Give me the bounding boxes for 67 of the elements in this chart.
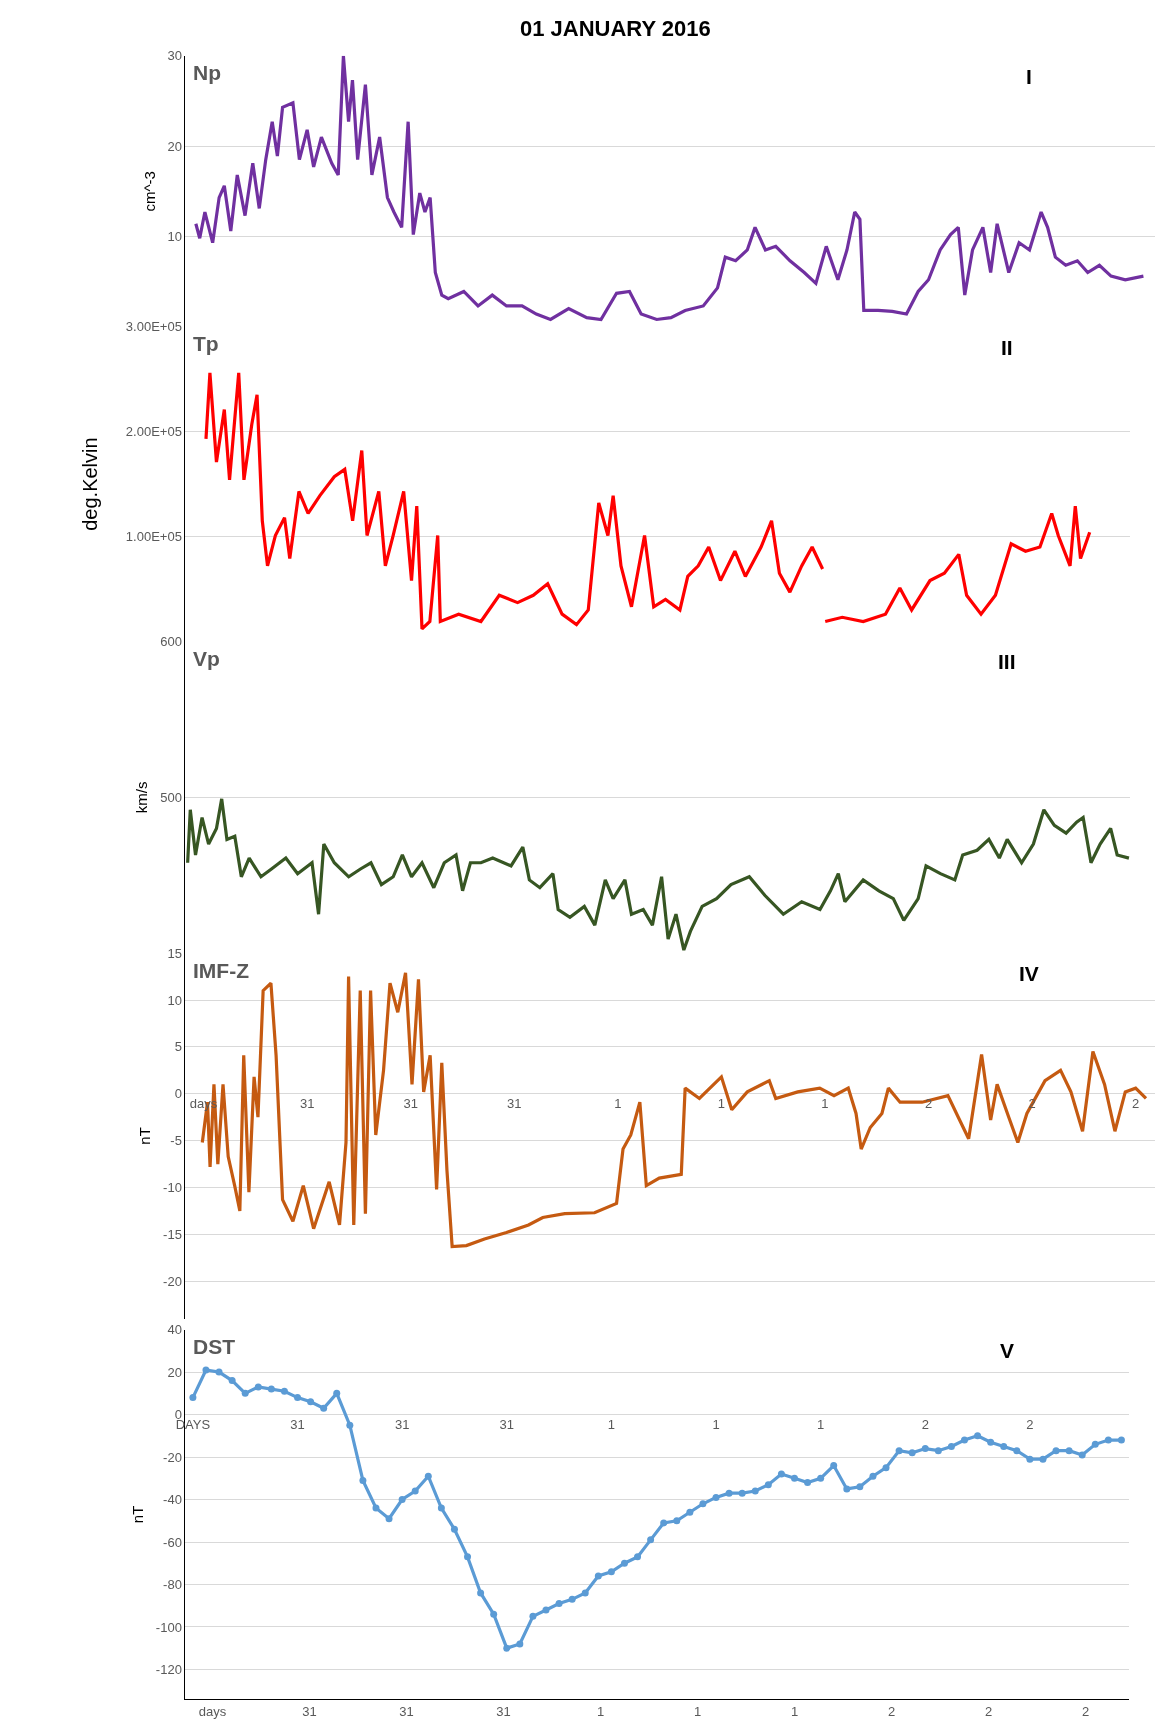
y-tick-label: 1.00E+05 <box>125 529 182 545</box>
y-axis-title: cm^-3 <box>140 171 158 212</box>
x2-tick-label: 1 <box>596 1703 605 1719</box>
annotation: III <box>998 650 1016 673</box>
chart-title: 01 JANUARY 2016 <box>519 16 711 42</box>
y-tick-label: 5 <box>174 1039 182 1055</box>
y-tick-label: 40 <box>167 1322 182 1338</box>
y-tick-label: -60 <box>163 1534 182 1550</box>
y-tick-label: 500 <box>160 789 182 805</box>
y-tick-label: -15 <box>163 1226 182 1242</box>
x2-tick-label: 31 <box>496 1703 511 1719</box>
x-tick-label: 1 <box>614 1095 622 1111</box>
y-tick-label: 3.00E+05 <box>125 319 182 335</box>
x-tick-label: 31 <box>299 1095 315 1111</box>
annotation: IMF-Z <box>193 959 250 982</box>
y-tick-label: 600 <box>160 633 182 649</box>
x-tick-label: 1 <box>817 1416 825 1432</box>
annotation: DST <box>193 1335 236 1358</box>
y-tick-label: 10 <box>167 228 182 244</box>
y-tick-label: 20 <box>167 1364 182 1380</box>
x2-tick-label: days <box>198 1703 227 1719</box>
x2-tick-label: 31 <box>399 1703 414 1719</box>
annotation: V <box>1000 1339 1015 1362</box>
y-tick-label: -40 <box>163 1492 182 1508</box>
x-tick-label: 2 <box>1026 1416 1034 1432</box>
x2-tick-label: 2 <box>1082 1703 1090 1719</box>
x2-tick-label: 1 <box>693 1703 702 1719</box>
x-tick-label: 31 <box>499 1416 514 1432</box>
x-tick-label: 1 <box>821 1095 829 1111</box>
y-axis-title: km/s <box>133 781 151 814</box>
line-series <box>194 55 1146 322</box>
x2-tick-label: 2 <box>887 1703 896 1719</box>
y-tick-label: 2.00E+05 <box>125 424 182 440</box>
y-tick-label: 30 <box>167 48 182 64</box>
y-tick-label: -80 <box>163 1577 182 1593</box>
x-tick-label: 2 <box>921 1416 929 1432</box>
y-tick-label: 10 <box>167 992 182 1008</box>
x-tick-label: 31 <box>394 1416 410 1432</box>
y-tick-label: -100 <box>155 1619 182 1635</box>
x-tick-label: 1 <box>607 1416 615 1432</box>
y-tick-label: -20 <box>163 1273 182 1289</box>
y-tick-label: -10 <box>163 1180 182 1196</box>
y-tick-label: 15 <box>167 945 182 961</box>
x-tick-label: 31 <box>507 1095 522 1111</box>
annotation: I <box>1026 65 1032 88</box>
y-axis-title: nT <box>129 1505 147 1524</box>
annotation: Tp <box>193 332 219 355</box>
x2-tick-label: 2 <box>985 1703 993 1719</box>
y-tick-label: 20 <box>167 138 182 154</box>
x-tick-label: 31 <box>290 1416 305 1432</box>
annotation: IV <box>1019 962 1039 985</box>
x-tick-label: 2 <box>1132 1095 1140 1111</box>
x-tick-label: 1 <box>717 1095 726 1111</box>
x2-tick-label: 31 <box>302 1703 317 1719</box>
y-axis-title: deg.Kelvin <box>79 437 102 531</box>
y-tick-label: -5 <box>170 1133 182 1149</box>
x-tick-label: 1 <box>712 1416 720 1432</box>
y-tick-label: 0 <box>174 1086 182 1102</box>
x-tick-label: 31 <box>403 1095 418 1111</box>
y-tick-label: -120 <box>155 1661 182 1677</box>
annotation: Vp <box>193 647 220 670</box>
x2-tick-label: 1 <box>790 1703 799 1719</box>
annotation: II <box>1001 336 1013 359</box>
line-series <box>186 797 1131 952</box>
y-axis-title: nT <box>136 1127 154 1145</box>
y-tick-label: -20 <box>163 1449 182 1465</box>
annotation: Np <box>193 61 221 84</box>
